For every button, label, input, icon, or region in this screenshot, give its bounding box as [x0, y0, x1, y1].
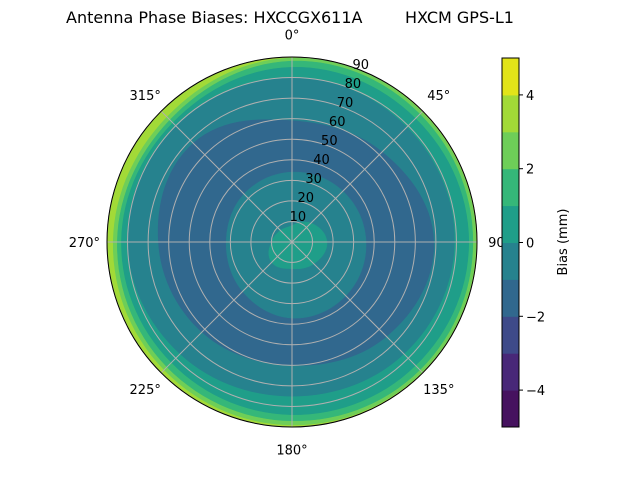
colorbar-segment	[502, 279, 519, 317]
colorbar-segment	[502, 205, 519, 243]
radial-tick-label: 20	[297, 191, 314, 206]
angular-gridline	[291, 241, 424, 374]
colorbar-tick-label: −2	[526, 310, 545, 325]
colorbar-tick-label: 4	[526, 89, 534, 104]
colorbar-segment	[502, 58, 519, 96]
radial-tick-label: 50	[321, 134, 338, 149]
angular-gridline	[291, 110, 424, 243]
theta-tick-label: 0°	[285, 28, 300, 43]
colorbar-segment	[502, 353, 519, 391]
theta-tick-label: 45°	[427, 89, 450, 104]
chart-title-left: Antenna Phase Biases: HXCCGX611A	[66, 8, 363, 27]
angular-gridline	[160, 241, 293, 374]
chart-title-right: HXCM GPS-L1	[405, 8, 514, 27]
radial-tick-label: 10	[290, 210, 307, 225]
colorbar-tick-label: 0	[526, 237, 534, 252]
theta-tick-label: 315°	[130, 89, 161, 104]
colorbar-segment	[502, 242, 519, 280]
theta-tick-label: 180°	[276, 444, 307, 459]
polar-grid	[106, 56, 478, 428]
colorbar-segment	[502, 390, 519, 428]
radial-tick-label: 60	[329, 115, 346, 130]
colorbar-tick-label: −4	[526, 384, 545, 399]
theta-tick-label: 135°	[423, 383, 454, 398]
radial-tick-label: 90	[353, 58, 370, 73]
colorbar-segment	[502, 94, 519, 133]
colorbar-tick-label: 2	[526, 163, 534, 178]
colorbar-segment	[502, 316, 519, 354]
radial-tick-label: 80	[345, 77, 362, 92]
colorbar-segment	[502, 131, 519, 170]
radial-tick-label: 70	[337, 96, 354, 111]
theta-tick-label: 225°	[130, 383, 161, 398]
angular-gridline	[160, 110, 293, 243]
radial-tick-label: 30	[305, 172, 322, 187]
colorbar-label: Bias (mm)	[556, 209, 571, 276]
polar-frame	[106, 56, 478, 428]
colorbar: −4 −2 0 2 4	[501, 57, 545, 428]
radial-tick-label: 40	[313, 153, 330, 168]
theta-tick-label: 270°	[69, 236, 100, 251]
colorbar-segment	[502, 168, 519, 207]
